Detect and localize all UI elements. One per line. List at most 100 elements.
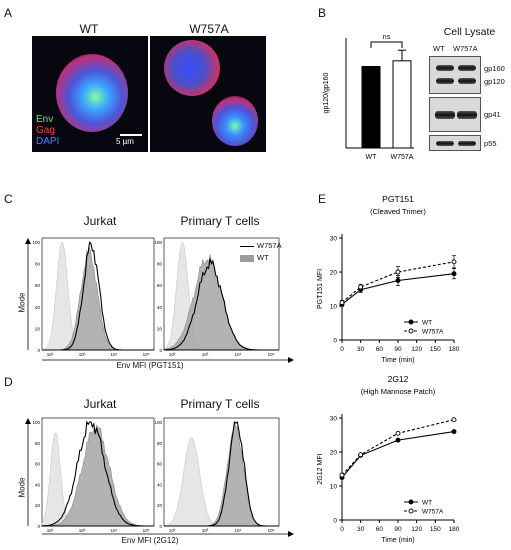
blot-gp41	[429, 97, 481, 132]
pgt151-legend-marker	[408, 328, 414, 334]
g12-ytick-label: 10	[330, 484, 338, 491]
band-label-gp120: gp120	[484, 77, 505, 86]
flow-d-primary-xtick-label: 10⁴	[235, 528, 242, 533]
significance-label: ns	[383, 34, 391, 41]
bar-chart-gp120-gp160: WT W757A ns gp120/gp160	[323, 34, 414, 161]
g12-xtick-label: 60	[376, 526, 384, 533]
flow-d-ylabel: Mode	[17, 477, 27, 498]
flow-d-primary-w757a-trace	[164, 421, 279, 527]
g12-ytick-label: 30	[330, 416, 338, 423]
pgt151-xtick-label: 0	[340, 346, 344, 353]
flow-c-jurkat-xtick-label: 10⁵	[143, 352, 150, 357]
flow-d-primary-ytick-label: 40	[157, 482, 163, 487]
flow-d-jurkat-ytick-label: 100	[32, 420, 40, 425]
flow-d-primary-ytick-label: 0	[159, 524, 162, 529]
flow-legend-wt: WT	[240, 252, 282, 264]
line-chart-pgt151: PGT151 (Cleaved Trimer) 0 10 20 30 0 30 60 90 120 1…	[317, 194, 460, 364]
flow-d-jurkat-wt-trace	[41, 424, 154, 527]
flow-d-jurkat-xtick-label: 10⁴	[111, 528, 118, 533]
g12-legend-marker	[408, 508, 414, 514]
flow-c-primary-ytick-label: 40	[157, 305, 163, 310]
g12-xtick-label: 150	[430, 526, 441, 533]
flow-c-jurkat-ytick-label: 100	[32, 240, 40, 245]
pgt151-point-w757a	[395, 269, 401, 275]
pgt151-x-label: Time (min)	[381, 357, 414, 364]
blot-gp160-gp120	[429, 56, 481, 94]
g12-title: 2G12	[388, 374, 409, 384]
band-label-p55: p55	[484, 139, 497, 148]
flow-d-primary-xtick-label: 10³	[202, 528, 209, 533]
flow-c-right-title: Primary T cells	[180, 214, 260, 228]
flow-c-jurkat-ytick-label: 20	[35, 326, 41, 331]
pgt151-legend-marker	[408, 319, 414, 325]
bar-y-label: gp120/gp160	[323, 72, 330, 113]
micrograph-w757a	[150, 36, 266, 152]
g12-point-wt	[395, 437, 401, 443]
flow-c-left-title: Jurkat	[83, 214, 117, 228]
band-label-gp160: gp160	[484, 64, 505, 73]
legend-gag: Gag	[36, 125, 55, 136]
pgt151-point-w757a	[339, 300, 345, 306]
g12-point-w757a	[358, 452, 364, 458]
pgt151-series-w757a	[341, 261, 455, 304]
g12-x-label: Time (min)	[381, 537, 414, 544]
flow-d-primary-xtick-label: 10²	[169, 528, 176, 533]
g12-subtitle: (High Mannose Patch)	[361, 387, 436, 396]
panel-label-a: A	[4, 6, 13, 20]
flow-d-jurkat-ytick-label: 0	[37, 524, 40, 529]
panel-label-b: B	[318, 6, 327, 20]
flow-d-jurkat-ytick-label: 60	[35, 462, 41, 467]
bar-category-label: WT	[366, 154, 378, 161]
flow-c-primary-xtick-label: 10⁴	[235, 352, 242, 357]
g12-ytick-label: 20	[330, 450, 338, 457]
flow-c-primary-xtick-label: 10⁵	[268, 352, 275, 357]
bar-w757a	[392, 60, 412, 149]
pgt151-xtick-label: 120	[411, 346, 422, 353]
pgt151-xtick-label: 60	[376, 346, 384, 353]
flow-d-arrowhead	[288, 531, 294, 537]
flow-d-jurkat-xtick-label: 10³	[79, 528, 86, 533]
flow-d-jurkat-w757a-trace	[41, 420, 154, 527]
g12-legend-label: W757A	[422, 509, 444, 516]
bar-category-label: W757A	[391, 154, 414, 161]
flow-c-primary-ytick-label: 20	[157, 326, 163, 331]
pgt151-xtick-label: 180	[449, 346, 460, 353]
g12-legend-label: WT	[422, 500, 432, 507]
bar-wt	[361, 66, 381, 149]
flow-d-primary-ytick-label: 60	[157, 462, 163, 467]
flow-d-jurkat-ytick-label: 20	[35, 503, 41, 508]
flow-c-jurkat-ytick-label: 80	[35, 262, 41, 267]
flow-c-primary-ytick-label: 0	[159, 348, 162, 353]
flow-c-primary-xtick-label: 10³	[202, 352, 209, 357]
pgt151-legend-label: WT	[422, 320, 432, 327]
g12-y-label: 2G12 MFI	[317, 453, 324, 484]
flow-d-mode-arrowhead	[25, 418, 31, 424]
g12-xtick-label: 30	[357, 526, 365, 533]
flow-c-mode-arrowhead	[25, 238, 31, 244]
line-chart-2g12: 2G12 (High Mannose Patch) 0 10 20 30 0 30 60 90 12…	[317, 374, 460, 544]
flow-legend: W757A WT	[240, 240, 282, 264]
panel-label-d: D	[4, 375, 13, 389]
g12-ytick-label: 0	[333, 518, 337, 525]
microscopy-title-w757a: W757A	[189, 22, 229, 36]
pgt151-xtick-label: 90	[394, 346, 402, 353]
flow-c-jurkat-ytick-label: 40	[35, 305, 41, 310]
g12-point-w757a	[339, 472, 345, 478]
lane-label-wt: WT	[433, 44, 445, 53]
pgt151-point-w757a	[358, 284, 364, 290]
pgt151-ytick-label: 30	[330, 236, 338, 243]
g12-xtick-label: 120	[411, 526, 422, 533]
flow-c-jurkat-ytick-label: 0	[37, 348, 40, 353]
lane-label-w757a: W757A	[453, 44, 478, 53]
flow-d-primary-ytick-label: 80	[157, 441, 163, 446]
flow-c-primary-xtick-label: 10²	[169, 352, 176, 357]
pgt151-y-label: PGT151 MFI	[317, 269, 324, 309]
band-label-gp41: gp41	[484, 110, 501, 119]
flow-d-primary-ytick-label: 20	[157, 503, 163, 508]
flow-d-jurkat-xtick-label: 10⁵	[143, 528, 150, 533]
flow-c-primary-w757a-trace	[163, 258, 279, 351]
flow-c-jurkat-ytick-label: 60	[35, 283, 41, 288]
panel-label-e: E	[318, 192, 327, 206]
panel-label-c: C	[4, 192, 13, 206]
flow-d-jurkat-ytick-label: 40	[35, 482, 41, 487]
